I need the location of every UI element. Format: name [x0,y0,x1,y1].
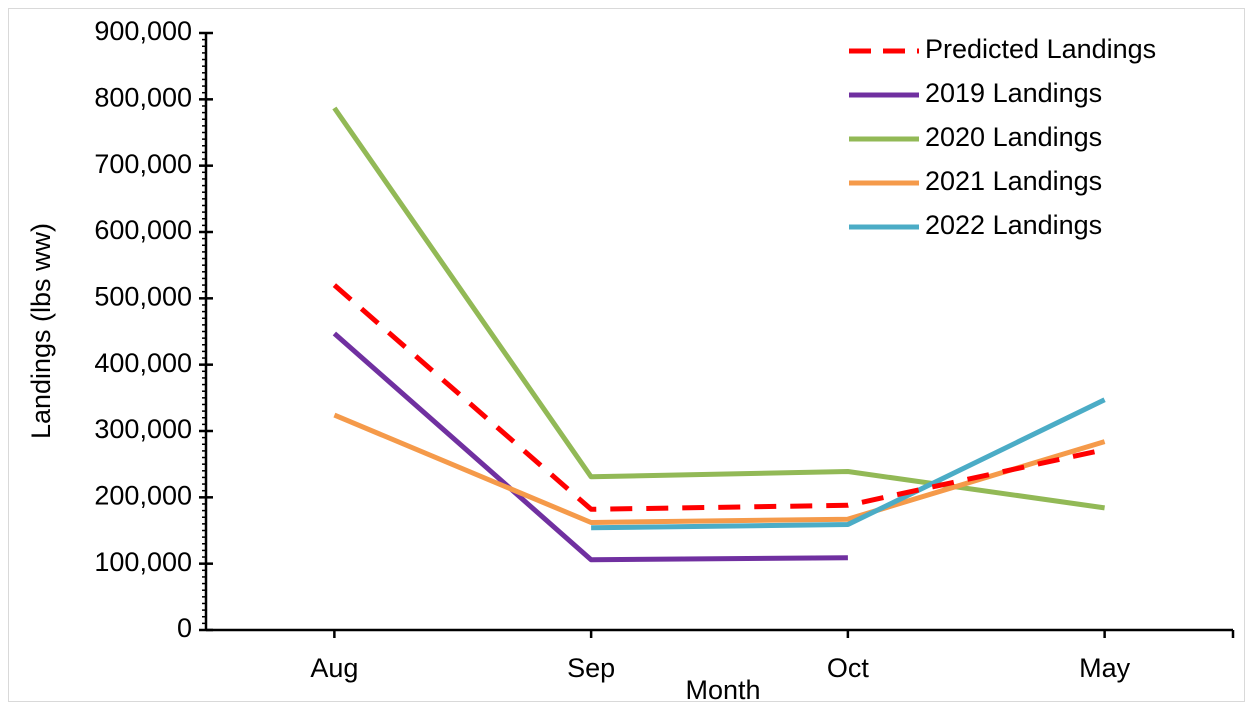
y-tick-label: 500,000 [94,281,192,311]
x-tick-label: Aug [310,653,358,683]
legend-label: 2022 Landings [925,210,1102,240]
y-tick-label: 300,000 [94,414,192,444]
y-tick-label: 800,000 [94,82,192,112]
chart-frame [8,8,1245,702]
legend: Predicted Landings 2019 Landings 2020 Land… [849,34,1156,240]
x-tick-label: Oct [827,653,870,683]
y-tick-label: 200,000 [94,480,192,510]
y-tick-label: 900,000 [94,16,192,46]
series-line-2020-landings [332,106,1105,511]
y-tick-label: 0 [177,613,192,643]
y-axis-title: Landings (lbs ww) [26,223,56,439]
legend-label: 2019 Landings [925,78,1102,108]
legend-label: 2021 Landings [925,166,1102,196]
legend-label: Predicted Landings [925,34,1156,64]
series-line-predicted-landings [332,283,1106,512]
series-lines [332,106,1106,563]
y-tick-label: 100,000 [94,547,192,577]
series-line-2019-landings [332,331,848,563]
x-tick-label: Sep [567,653,615,683]
y-tick-label: 400,000 [94,348,192,378]
y-tick-label: 600,000 [94,215,192,245]
y-ticks: 0 100,000 200,000 300,000 400,000 500,000 600,… [94,16,213,643]
x-tick-label: May [1079,653,1131,683]
y-tick-label: 700,000 [94,149,192,179]
legend-label: 2020 Landings [925,122,1102,152]
series-line-2022-landings [591,397,1106,531]
series-line-2021-landings [333,412,1106,525]
x-ticks: Aug Sep Oct May [310,630,1235,683]
x-axis-title: Month [685,675,760,705]
